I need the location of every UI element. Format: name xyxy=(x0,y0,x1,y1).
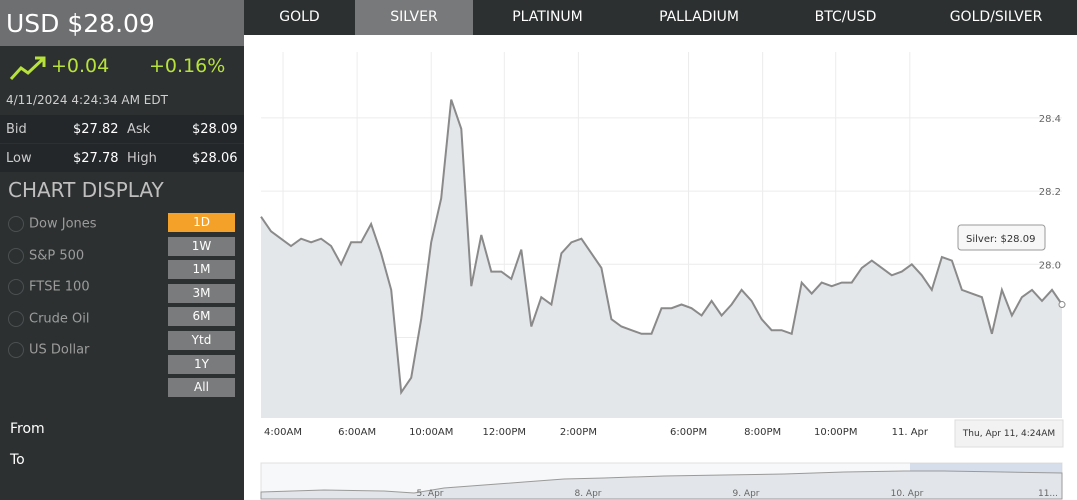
range-button[interactable]: Ytd xyxy=(168,331,235,350)
tooltip-date: Thu, Apr 11, 4:24AM xyxy=(962,429,1055,439)
overlay-option[interactable]: S&P 500 xyxy=(8,247,85,264)
range-button[interactable]: 1D xyxy=(168,213,235,232)
navigator-series xyxy=(260,470,1063,500)
quote-row: Low $27.78 High $28.06 xyxy=(0,144,244,172)
timestamp: 4/11/2024 4:24:34 AM EDT xyxy=(6,93,168,107)
x-tick-label: 6:00PM xyxy=(670,427,707,438)
low-label: Low xyxy=(6,151,32,166)
tab[interactable]: PALLADIUM xyxy=(659,9,739,25)
navigator-label: 9. Apr xyxy=(732,489,759,499)
date-box xyxy=(954,419,1064,448)
overlay-option[interactable]: FTSE 100 xyxy=(8,279,90,295)
range-button[interactable]: 6M xyxy=(168,307,235,327)
from-label: From xyxy=(10,421,45,437)
overlay-label: US Dollar xyxy=(29,342,90,358)
navigator-label: 10. Apr xyxy=(891,489,924,499)
tab[interactable]: PLATINUM xyxy=(512,9,583,25)
navigator-label: 8. Apr xyxy=(574,489,601,499)
tab[interactable]: GOLD xyxy=(279,9,320,25)
range-button[interactable]: 3M xyxy=(168,283,235,303)
tooltip: Silver: $28.09 xyxy=(966,234,1035,245)
ask: $28.09 xyxy=(192,122,238,137)
tooltip-box xyxy=(957,224,1046,251)
chart: 27.627.828.028.228.44:00AM6:00AM10:00AM1… xyxy=(260,52,1066,500)
x-tick-label: 4:00AM xyxy=(264,427,302,438)
bid-label: Bid xyxy=(6,122,27,137)
tab-bar: GOLD SILVER PLATINUM PALLADIUM BTC/USD GOLD/S… xyxy=(244,0,1077,35)
tab[interactable]: GOLD/SILVER xyxy=(949,9,1043,25)
radio[interactable] xyxy=(8,342,24,358)
range-button[interactable]: 1W xyxy=(168,236,235,256)
x-tick-label: 8:00PM xyxy=(744,427,781,438)
radio[interactable] xyxy=(8,279,24,295)
x-tick-label: 12:00PM xyxy=(483,427,526,438)
x-tick-label: 6:00AM xyxy=(338,427,376,438)
navigator-label: 5. Apr xyxy=(416,489,443,499)
radio[interactable] xyxy=(8,216,24,232)
y-tick-label: 28.4 xyxy=(1039,114,1061,125)
x-tick-label: 2:00PM xyxy=(560,427,597,438)
overlay-label: Dow Jones xyxy=(29,216,97,232)
change-percent: +0.16% xyxy=(149,55,226,77)
ask-label: Ask xyxy=(127,122,151,137)
overlay-option[interactable]: Dow Jones xyxy=(8,216,97,232)
overlay-label: S&P 500 xyxy=(29,248,85,263)
hover-point xyxy=(1058,301,1066,309)
x-tick-label: 10:00AM xyxy=(409,427,453,438)
low: $27.78 xyxy=(73,151,119,166)
quote-panel: USD $28.09 +0.04 +0.16% 4/11/2024 4:24:3… xyxy=(0,0,244,500)
range-button[interactable]: 1M xyxy=(168,260,235,280)
overlay-option[interactable]: US Dollar xyxy=(8,342,89,358)
change: +0.04 xyxy=(51,55,110,77)
high-label: High xyxy=(127,151,157,166)
x-tick-label: 11. Apr xyxy=(892,427,929,438)
bid: $27.82 xyxy=(73,122,119,137)
y-tick-label: 28.2 xyxy=(1039,187,1061,198)
trend-icon xyxy=(9,56,46,81)
section-title: CHART DISPLAY xyxy=(8,178,164,202)
price: USD $28.09 xyxy=(0,0,244,46)
overlay-label: FTSE 100 xyxy=(29,279,90,295)
quote-row: Bid $27.82 Ask $28.09 xyxy=(0,115,244,143)
overlay-option[interactable]: Crude Oil xyxy=(8,310,90,327)
line xyxy=(260,99,1063,396)
radio[interactable] xyxy=(8,310,24,327)
range-button[interactable]: 1Y xyxy=(168,354,235,374)
y-tick-label: 28.0 xyxy=(1039,260,1061,271)
range-button[interactable]: All xyxy=(168,378,235,398)
high: $28.06 xyxy=(192,151,238,166)
navigator-label: 11... xyxy=(1038,489,1058,499)
area xyxy=(261,99,1062,418)
x-tick-label: 10:00PM xyxy=(814,427,857,438)
overlay-label: Crude Oil xyxy=(29,311,90,326)
to-label: To xyxy=(10,452,25,468)
tab[interactable]: BTC/USD xyxy=(814,9,877,25)
radio[interactable] xyxy=(8,247,24,264)
tab[interactable]: SILVER xyxy=(355,0,473,35)
